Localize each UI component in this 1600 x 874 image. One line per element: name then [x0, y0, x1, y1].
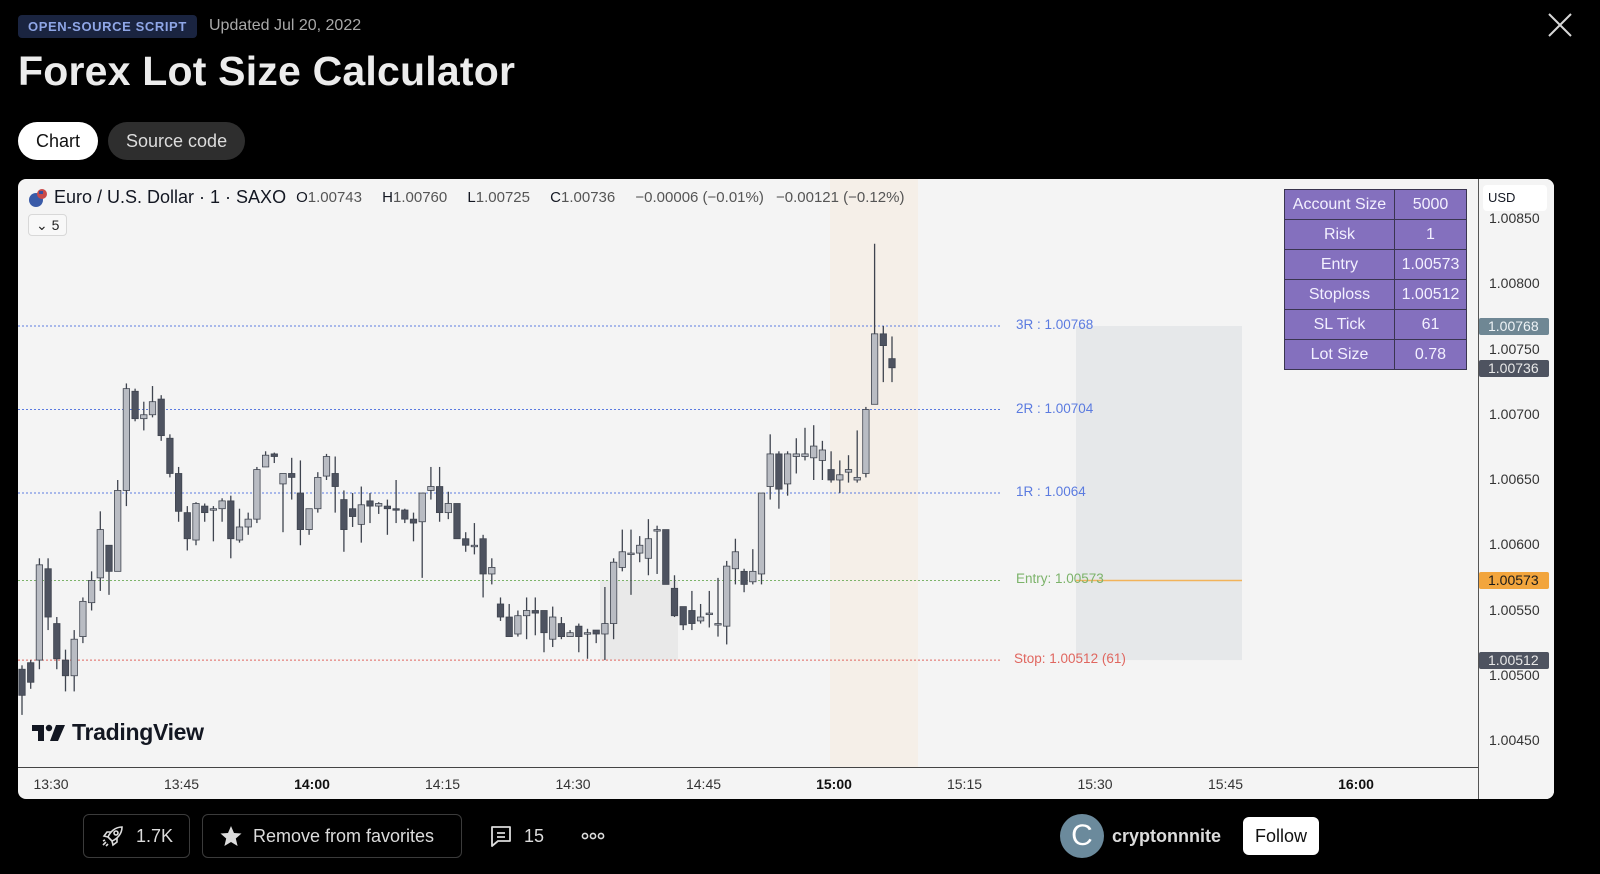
tradingview-icon: [32, 724, 65, 741]
close-icon: [1548, 13, 1572, 37]
author-info: C cryptonnnite Follow: [1060, 814, 1320, 858]
ohlc-values: O1.00743 H1.00760 L1.00725 C1.00736 −0.0…: [296, 189, 905, 206]
time-tick: 15:45: [1207, 776, 1244, 792]
time-tick: 14:30: [555, 776, 591, 792]
lot-size-info-table: Account Size 5000 Risk 1 Entry 1.00573 Stop…: [1284, 189, 1467, 370]
table-row: Risk 1: [1284, 219, 1467, 250]
level-label: Entry: 1.00573: [1016, 571, 1104, 587]
comment-icon: [491, 826, 511, 847]
table-row: Entry 1.00573: [1284, 249, 1467, 280]
level-label: 1R : 1.0064: [1016, 484, 1086, 500]
level-label: Stop: 1.00512 (61): [1014, 651, 1126, 667]
follow-button[interactable]: Follow: [1243, 817, 1320, 855]
table-row: Lot Size 0.78: [1284, 339, 1467, 370]
close-button[interactable]: [1545, 10, 1575, 40]
page-title: Forex Lot Size Calculator: [18, 48, 516, 94]
currency-selector[interactable]: USD: [1483, 185, 1547, 211]
updated-date: Updated Jul 20, 2022: [209, 17, 362, 34]
chevron-down-icon: ⌄: [36, 217, 48, 233]
level-label: 2R : 1.00704: [1016, 400, 1094, 416]
eur-usd-flag-icon: [29, 188, 47, 207]
price-tick: 1.00750: [1489, 340, 1540, 357]
comments-button[interactable]: 15: [488, 814, 544, 858]
time-axis[interactable]: 13:30 13:45 14:00 14:15 14:30 14:45 15:00 15:15…: [18, 767, 1478, 799]
tab-chart[interactable]: Chart: [18, 122, 99, 160]
symbol-legend: Euro / U.S. Dollar · 1 · SAXO O1.00743 H…: [28, 187, 912, 208]
avatar[interactable]: C: [1060, 814, 1104, 858]
price-tick: 1.00600: [1489, 536, 1540, 553]
time-tick: 13:30: [33, 776, 69, 792]
time-tick: 14:45: [685, 776, 722, 792]
time-tick: 14:15: [424, 776, 461, 792]
price-label: 1.00736: [1479, 359, 1549, 377]
price-label: 1.00512: [1479, 652, 1549, 670]
open-source-badge: OPEN-SOURCE SCRIPT: [18, 15, 197, 38]
tab-source-code[interactable]: Source code: [108, 122, 246, 160]
price-label: 1.00573: [1479, 572, 1549, 590]
change-value: −0.00006 (−0.01%): [635, 189, 764, 206]
price-tick: 1.00650: [1489, 471, 1540, 487]
time-tick: 15:00: [816, 776, 852, 792]
time-tick: 15:30: [1077, 776, 1113, 792]
price-tick: 1.00500: [1489, 666, 1540, 683]
boost-button[interactable]: 1.7K: [83, 814, 191, 858]
tradingview-logo[interactable]: TradingView: [32, 719, 204, 746]
footer-bar: 1.7K Remove from favorites 15 C cryptonn…: [0, 812, 1600, 862]
tab-bar: Chart Source code: [18, 122, 246, 160]
more-icon: [581, 832, 605, 840]
price-tick: 1.00450: [1489, 732, 1540, 748]
price-tick: 1.00700: [1489, 405, 1540, 422]
price-label: 1.00768: [1479, 318, 1549, 335]
chart-panel[interactable]: Euro / U.S. Dollar · 1 · SAXO O1.00743 H…: [18, 179, 1554, 799]
rocket-icon: [102, 826, 123, 847]
indicators-collapse-button[interactable]: ⌄ 5: [28, 214, 68, 236]
symbol-name[interactable]: Euro / U.S. Dollar · 1 · SAXO: [54, 187, 287, 207]
price-axis[interactable]: USD 1.00850 1.00800 1.00750 1.00700 1.00650 1…: [1478, 179, 1554, 799]
change-value-2: −0.00121 (−0.12%): [776, 189, 905, 206]
table-row: Stoploss 1.00512: [1284, 279, 1467, 310]
price-tick: 1.00850: [1489, 210, 1540, 226]
table-row: SL Tick 61: [1284, 309, 1467, 340]
remove-favorite-button[interactable]: Remove from favorites: [202, 814, 462, 858]
candlestick-chart[interactable]: [18, 179, 1478, 767]
price-tick: 1.00550: [1489, 601, 1540, 618]
more-button[interactable]: [581, 814, 605, 858]
table-row: Account Size 5000: [1284, 189, 1467, 220]
star-icon: [220, 826, 242, 846]
author-name[interactable]: cryptonnnite: [1112, 825, 1222, 846]
time-tick: 15:15: [946, 776, 983, 792]
time-tick: 14:00: [294, 776, 330, 792]
level-label: 3R : 1.00768: [1016, 317, 1094, 332]
time-tick: 13:45: [163, 776, 200, 792]
price-tick: 1.00800: [1489, 275, 1540, 292]
time-tick: 16:00: [1338, 776, 1374, 792]
